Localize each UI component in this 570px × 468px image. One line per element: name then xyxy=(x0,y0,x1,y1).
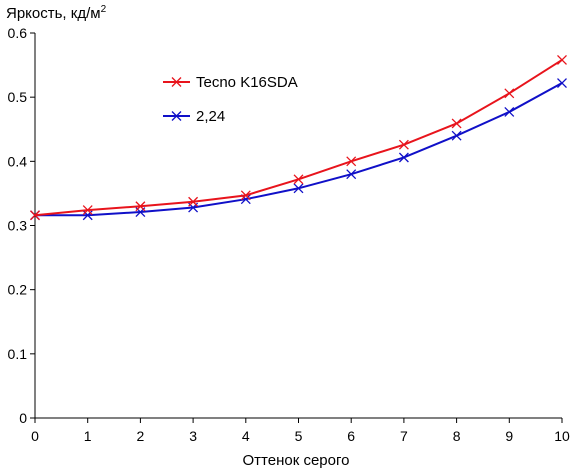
series-line xyxy=(34,59,563,217)
x-tick-labels: 0 1 2 3 4 5 6 7 8 9 10 xyxy=(31,428,570,444)
y-axis-title: Яркость, кд/м2 xyxy=(6,4,107,22)
y-tick-label: 0.1 xyxy=(8,346,28,362)
data-point xyxy=(557,54,567,65)
legend-entry-1: 2,24 xyxy=(163,108,225,125)
y-axis-title-superscript: 2 xyxy=(101,4,107,15)
y-tick-label: 0.3 xyxy=(8,218,28,234)
legend-entry-0: Tecno K16SDA xyxy=(163,74,298,91)
x-tick-label: 9 xyxy=(505,428,513,444)
data-point xyxy=(82,205,93,216)
series-line xyxy=(35,82,563,217)
data-point xyxy=(240,190,251,201)
y-tick-label: 0 xyxy=(19,410,27,426)
data-point xyxy=(451,130,462,141)
axes xyxy=(34,33,562,419)
x-tick-label: 2 xyxy=(137,428,145,444)
legend: Tecno K16SDA 2,24 xyxy=(163,74,298,125)
series-1 xyxy=(30,78,567,221)
data-point xyxy=(557,78,567,89)
data-point xyxy=(346,156,357,167)
data-point xyxy=(451,118,462,129)
y-tick-label: 0.4 xyxy=(8,153,28,169)
data-point xyxy=(188,196,199,207)
x-tick-label: 7 xyxy=(400,428,408,444)
data-point xyxy=(346,169,357,180)
tick-marks xyxy=(30,32,563,423)
legend-label: 2,24 xyxy=(196,108,225,125)
y-tick-label: 0.2 xyxy=(8,282,28,298)
x-axis-title: Оттенок серого xyxy=(243,452,350,468)
data-point xyxy=(398,139,409,150)
data-point xyxy=(504,88,515,99)
y-tick-labels: 0 0.1 0.2 0.3 0.4 0.5 0.6 xyxy=(8,25,28,426)
legend-marker xyxy=(171,111,182,121)
x-tick-label: 5 xyxy=(295,428,303,444)
series-layer xyxy=(30,54,567,221)
legend-marker xyxy=(171,77,182,87)
x-tick-label: 4 xyxy=(242,428,250,444)
legend-label: Tecno K16SDA xyxy=(196,74,298,91)
x-tick-label: 3 xyxy=(189,428,197,444)
data-point xyxy=(293,174,304,185)
data-point xyxy=(504,106,515,117)
data-point xyxy=(30,210,40,221)
x-tick-label: 10 xyxy=(554,428,570,444)
x-tick-label: 8 xyxy=(453,428,461,444)
y-tick-label: 0.6 xyxy=(8,25,28,41)
y-tick-label: 0.5 xyxy=(8,89,28,105)
data-point xyxy=(135,201,146,212)
x-tick-label: 0 xyxy=(31,428,39,444)
x-tick-label: 6 xyxy=(347,428,355,444)
x-tick-label: 1 xyxy=(84,428,92,444)
data-point xyxy=(293,183,304,194)
data-point xyxy=(398,152,409,163)
series-0 xyxy=(30,54,567,221)
